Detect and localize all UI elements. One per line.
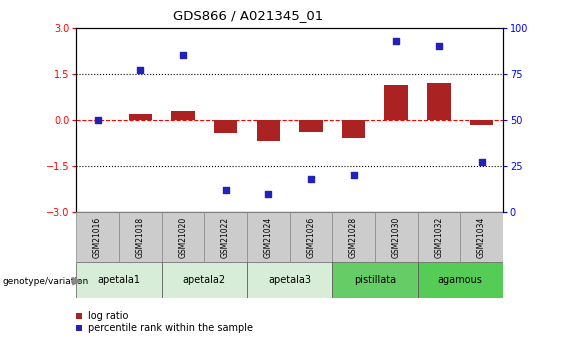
Text: pistillata: pistillata [354,275,396,285]
Text: apetala2: apetala2 [182,275,226,285]
Text: apetala3: apetala3 [268,275,311,285]
Bar [162,262,247,298]
Bar [247,212,290,262]
Bar [162,212,205,262]
Bar [76,262,162,298]
Point [136,67,145,73]
Text: apetala1: apetala1 [97,275,141,285]
Bar [76,212,119,262]
Bar [214,120,237,133]
Bar [342,120,366,138]
Bar [375,212,418,262]
Text: genotype/variation: genotype/variation [3,277,89,286]
Bar [290,212,332,262]
Point [477,160,486,165]
Bar [418,262,503,298]
Bar [171,111,195,120]
Point [93,117,102,122]
Bar [119,212,162,262]
Text: GSM21028: GSM21028 [349,217,358,258]
Text: log ratio: log ratio [88,311,128,321]
Text: GSM21016: GSM21016 [93,217,102,258]
Bar [332,212,375,262]
Bar [76,313,82,319]
Text: GSM21024: GSM21024 [264,217,273,258]
Polygon shape [72,277,82,286]
Bar [427,83,451,120]
Bar [460,212,503,262]
Point [392,38,401,43]
Bar [257,120,280,141]
Text: GSM21032: GSM21032 [434,217,444,258]
Text: GSM21034: GSM21034 [477,217,486,258]
Text: GSM21018: GSM21018 [136,217,145,258]
Text: percentile rank within the sample: percentile rank within the sample [88,323,253,333]
Bar [332,262,418,298]
Point [306,176,315,182]
Bar [247,262,332,298]
Bar [299,120,323,131]
Text: GSM21022: GSM21022 [221,217,230,258]
Bar [384,85,408,120]
Point [264,191,273,196]
Text: GSM21030: GSM21030 [392,217,401,258]
Text: agamous: agamous [438,275,483,285]
Point [179,52,188,58]
Point [349,172,358,178]
Bar [128,114,152,120]
Point [221,187,230,193]
Text: GSM21020: GSM21020 [179,217,188,258]
Bar [205,212,247,262]
Text: GSM21026: GSM21026 [306,217,315,258]
Text: GDS866 / A021345_01: GDS866 / A021345_01 [173,9,324,22]
Bar [418,212,460,262]
Point [434,43,444,49]
Bar [470,120,493,126]
Bar [76,325,82,331]
